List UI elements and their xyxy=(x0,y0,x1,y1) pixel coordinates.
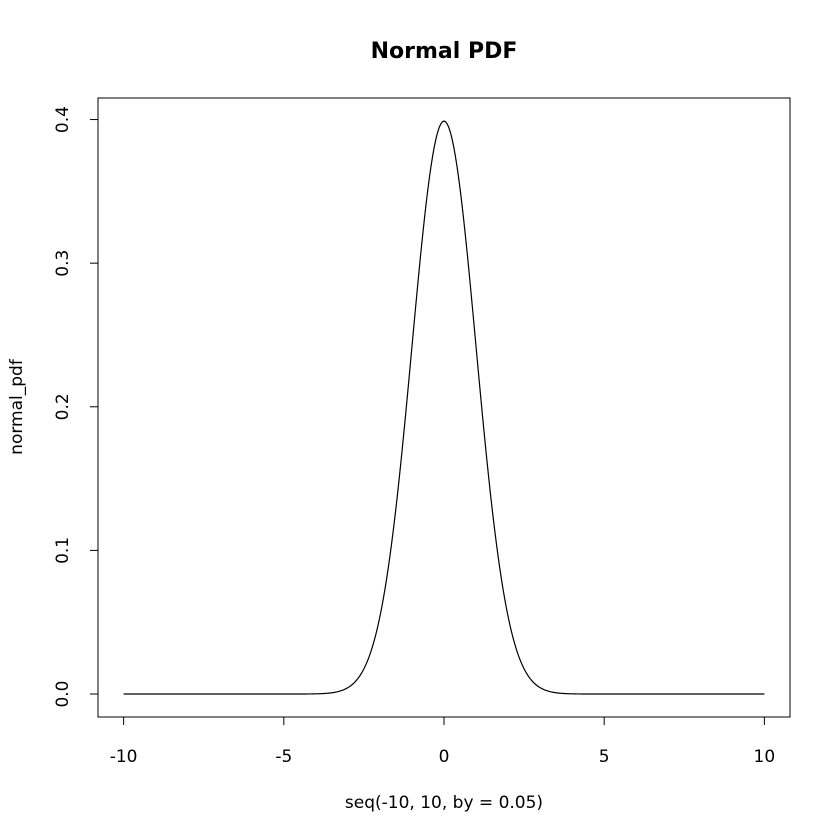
y-axis-label: normal_pdf xyxy=(7,358,27,455)
x-axis-ticks: -10 -5 0 5 10 xyxy=(110,717,775,767)
x-axis-label: seq(-10, 10, by = 0.05) xyxy=(345,793,543,813)
chart-title: Normal PDF xyxy=(371,39,518,64)
x-tick-label: -5 xyxy=(275,747,292,767)
normal-pdf-line xyxy=(123,120,765,695)
x-tick-label: -10 xyxy=(110,747,138,767)
y-tick-label: 0.1 xyxy=(53,537,73,564)
x-tick-label: 10 xyxy=(754,747,776,767)
y-tick-label: 0.2 xyxy=(53,393,73,420)
y-tick-label: 0.3 xyxy=(53,250,73,277)
y-axis-ticks: 0.0 0.1 0.2 0.3 0.4 xyxy=(53,106,98,708)
plot-frame xyxy=(97,97,791,718)
x-tick-label: 0 xyxy=(439,747,450,767)
x-tick-label: 5 xyxy=(599,747,610,767)
y-tick-label: 0.0 xyxy=(53,680,73,707)
y-tick-label: 0.4 xyxy=(53,106,73,133)
